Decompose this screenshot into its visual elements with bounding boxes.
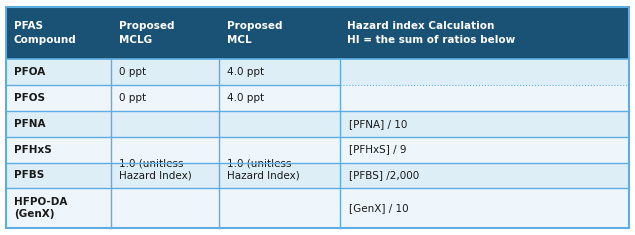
FancyBboxPatch shape xyxy=(6,163,629,188)
Text: [PFBS] /2,000: [PFBS] /2,000 xyxy=(349,171,420,180)
Text: PFAS
Compound: PFAS Compound xyxy=(14,21,77,44)
Text: 1.0 (unitless
Hazard Index): 1.0 (unitless Hazard Index) xyxy=(119,158,192,180)
Text: 4.0 ppt: 4.0 ppt xyxy=(227,93,264,103)
Text: PFBS: PFBS xyxy=(14,171,44,180)
Text: PFOA: PFOA xyxy=(14,67,45,77)
Text: PFNA: PFNA xyxy=(14,119,46,129)
FancyBboxPatch shape xyxy=(6,137,629,163)
Text: 0 ppt: 0 ppt xyxy=(119,93,146,103)
Text: Proposed
MCLG: Proposed MCLG xyxy=(119,21,174,44)
Text: Hazard index Calculation
HI = the sum of ratios below: Hazard index Calculation HI = the sum of… xyxy=(347,21,516,44)
Text: HFPO-DA
(GenX): HFPO-DA (GenX) xyxy=(14,197,67,219)
FancyBboxPatch shape xyxy=(6,85,629,111)
Text: [PFHxS] / 9: [PFHxS] / 9 xyxy=(349,145,407,155)
FancyBboxPatch shape xyxy=(6,188,629,228)
Text: Proposed
MCL: Proposed MCL xyxy=(227,21,282,44)
Text: 1.0 (unitless
Hazard Index): 1.0 (unitless Hazard Index) xyxy=(227,158,300,180)
Text: 0 ppt: 0 ppt xyxy=(119,67,146,77)
FancyBboxPatch shape xyxy=(6,59,629,85)
Text: PFHxS: PFHxS xyxy=(14,145,51,155)
FancyBboxPatch shape xyxy=(6,7,629,59)
Text: PFOS: PFOS xyxy=(14,93,45,103)
FancyBboxPatch shape xyxy=(6,111,629,137)
Text: 4.0 ppt: 4.0 ppt xyxy=(227,67,264,77)
Text: [PFNA] / 10: [PFNA] / 10 xyxy=(349,119,408,129)
Text: [GenX] / 10: [GenX] / 10 xyxy=(349,203,409,213)
